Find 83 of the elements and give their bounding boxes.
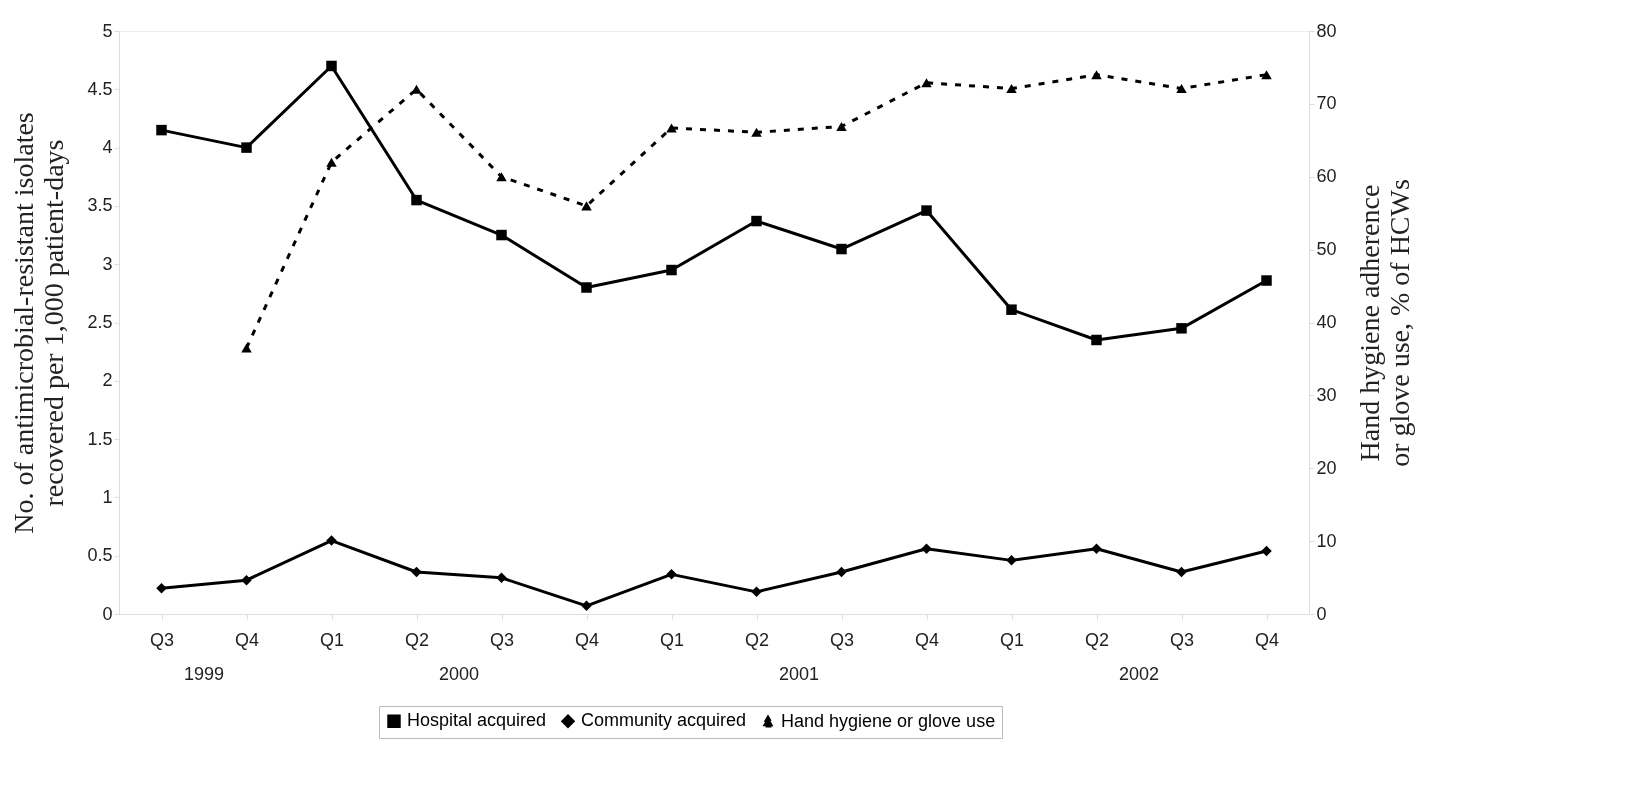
point xyxy=(241,343,252,353)
x-tick-label: Q2 xyxy=(744,629,770,650)
x-tick-label: Q4 xyxy=(574,629,600,650)
point xyxy=(921,205,932,216)
point xyxy=(241,142,252,153)
y-tick-label: 3 xyxy=(102,253,113,274)
point xyxy=(1091,334,1102,346)
point xyxy=(581,282,592,293)
x-tick-label: Q3 xyxy=(489,629,515,650)
y-tick-label: 2 xyxy=(102,370,113,391)
point xyxy=(1176,566,1187,578)
point xyxy=(836,566,847,578)
point xyxy=(921,78,932,88)
y2-tick-label: 10 xyxy=(1316,530,1337,551)
y-tick-label: 4 xyxy=(102,137,113,158)
point xyxy=(326,60,337,72)
y2-tick-label: 70 xyxy=(1316,93,1337,114)
x-tick-label: Q4 xyxy=(914,629,940,650)
legend-label: Hospital acquired xyxy=(407,710,547,731)
x-tick-label: Q1 xyxy=(659,629,685,650)
y2-axis-title: Hand hygiene adherence or glove use, % of HCWs xyxy=(1353,179,1415,467)
x-tick-label: Q4 xyxy=(234,629,260,650)
point xyxy=(1006,84,1017,94)
y-tick-label: 0.5 xyxy=(87,545,113,566)
point xyxy=(751,215,762,227)
point xyxy=(241,574,252,586)
point xyxy=(156,583,167,594)
point xyxy=(1261,70,1272,80)
point xyxy=(1261,545,1272,557)
point xyxy=(1176,84,1187,94)
y-tick-label: 1 xyxy=(102,486,113,507)
legend-label: Community acquired xyxy=(581,710,747,731)
point xyxy=(1006,304,1017,315)
x-tick-label: Q2 xyxy=(404,629,430,650)
point xyxy=(1261,275,1272,286)
y2-tick-label: 20 xyxy=(1316,457,1337,478)
text: 2001 xyxy=(778,664,820,684)
point xyxy=(156,124,167,136)
y-tick-label: 0 xyxy=(102,603,113,624)
point xyxy=(836,121,847,132)
y2-tick-label: 60 xyxy=(1316,166,1337,187)
point xyxy=(581,600,592,612)
x-tick-label: Q3 xyxy=(829,629,855,650)
y-tick-label: 1.5 xyxy=(87,428,113,449)
point xyxy=(1176,323,1187,334)
point xyxy=(921,543,932,554)
point xyxy=(751,127,762,137)
point xyxy=(666,123,677,133)
text: 2000 xyxy=(438,664,480,684)
x-tick-label: Q3 xyxy=(149,629,175,650)
y-tick-label: 5 xyxy=(102,20,113,41)
point xyxy=(411,194,422,206)
y-axis-title: No. of antimicrobial-resistant isolates recovered per 1,000 patient-days xyxy=(8,112,70,534)
point xyxy=(496,229,507,241)
y2-tick-label: 80 xyxy=(1316,20,1337,41)
y2-tick-label: 50 xyxy=(1316,239,1337,260)
point xyxy=(666,264,677,276)
x-tick-label: Q4 xyxy=(1254,629,1280,650)
point xyxy=(326,157,337,167)
legend-label: Hand hygiene or glove use xyxy=(781,710,996,731)
y2-tick-label: 30 xyxy=(1316,384,1337,405)
point xyxy=(1006,555,1017,566)
x-tick-label: Q2 xyxy=(1084,629,1110,650)
point xyxy=(1091,543,1102,554)
y-tick-label: 4.5 xyxy=(87,78,113,99)
point xyxy=(751,586,762,598)
point xyxy=(581,201,592,211)
point xyxy=(666,569,677,580)
x-tick-label: Q1 xyxy=(319,629,345,650)
y2-tick-label: 0 xyxy=(1316,603,1327,624)
y-tick-label: 3.5 xyxy=(87,195,113,216)
point xyxy=(1091,70,1102,80)
point xyxy=(496,572,507,584)
y-tick-label: 2.5 xyxy=(87,312,113,332)
text: 2002 xyxy=(1118,664,1160,684)
x-tick-label: Q1 xyxy=(999,629,1025,650)
point xyxy=(496,172,507,182)
point xyxy=(836,243,847,255)
y2-tick-label: 40 xyxy=(1316,312,1337,332)
point xyxy=(326,535,337,546)
x-tick-label: Q3 xyxy=(1169,629,1195,650)
text: 1999 xyxy=(183,664,225,684)
point xyxy=(411,566,422,578)
